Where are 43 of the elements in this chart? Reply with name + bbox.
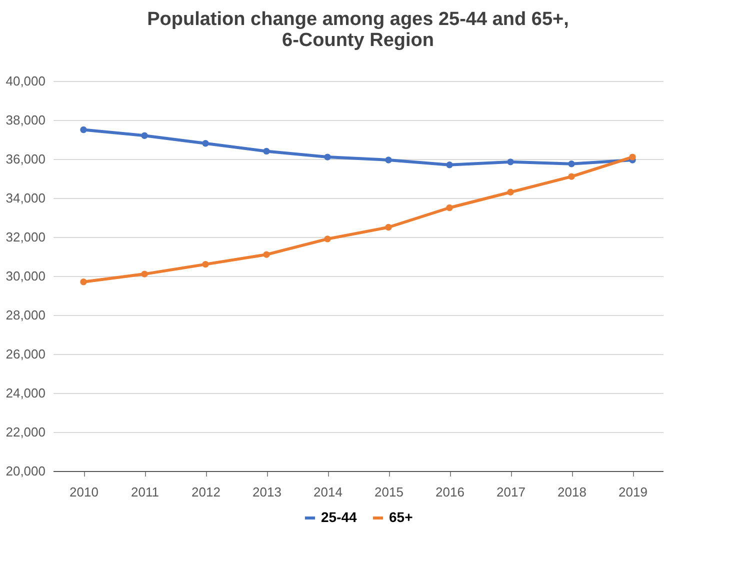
point — [629, 154, 636, 160]
point — [141, 270, 148, 278]
y-tick-label: 34,000 — [6, 190, 46, 206]
point — [141, 132, 148, 139]
point — [80, 126, 87, 134]
x-tick-label: 2017 — [496, 484, 526, 500]
y-tick-label: 22,000 — [6, 424, 46, 440]
y-tick-label: 32,000 — [6, 230, 46, 244]
point — [324, 236, 331, 242]
y-tick-label: 30,000 — [6, 268, 46, 284]
point — [507, 158, 514, 166]
x-tick-label: 2018 — [558, 484, 586, 500]
legend-label: 65+ — [389, 509, 413, 525]
point — [568, 160, 575, 168]
x-tick-label: 2015 — [374, 484, 404, 500]
x-tick-label: 2011 — [131, 484, 159, 500]
point — [446, 204, 453, 212]
point — [324, 154, 331, 160]
point — [263, 148, 270, 155]
point — [446, 162, 453, 168]
y-tick-label: 26,000 — [6, 346, 46, 362]
point — [202, 140, 209, 147]
y-tick-label: 38,000 — [6, 112, 46, 128]
y-tick-label: 24,000 — [6, 386, 46, 400]
x-tick-label: 2010 — [70, 484, 98, 500]
chart-title: Population change among ages 25-44 and 65+, 6-County Region — [147, 9, 569, 51]
point — [385, 224, 392, 231]
point — [202, 260, 209, 268]
x-tick-label: 2014 — [314, 484, 342, 500]
point — [263, 251, 270, 258]
point — [507, 188, 514, 196]
y-tick-label: 40,000 — [6, 74, 46, 88]
y-tick-label: 28,000 — [6, 308, 46, 322]
y-tick-label: 20,000 — [6, 464, 46, 478]
x-tick-label: 2019 — [618, 484, 648, 500]
x-tick-label: 2012 — [192, 484, 220, 500]
y-tick-label: 36,000 — [6, 152, 46, 166]
point — [385, 156, 392, 164]
point — [80, 278, 87, 286]
point — [568, 173, 575, 180]
x-tick-label: 2016 — [436, 484, 464, 500]
legend-label: 25-44 — [321, 509, 358, 525]
x-tick-label: 2013 — [252, 484, 282, 500]
